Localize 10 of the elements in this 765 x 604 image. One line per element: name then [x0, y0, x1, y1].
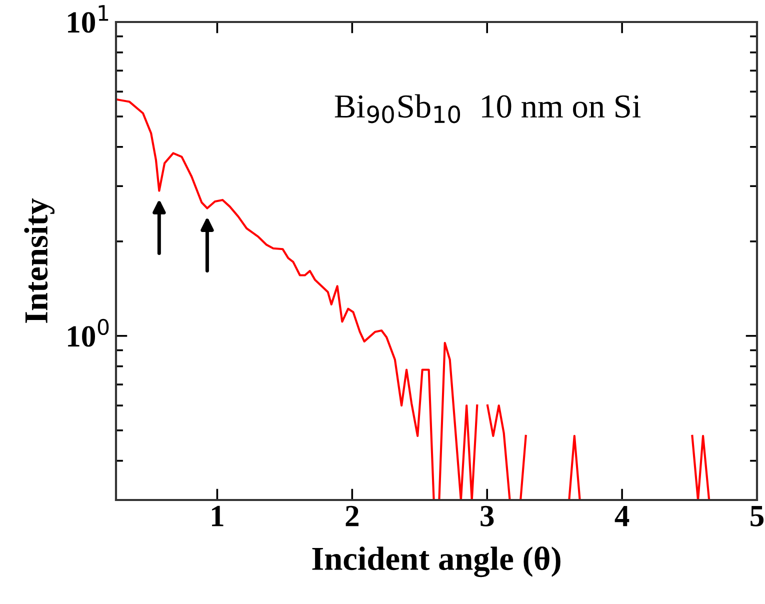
y-axis-title: Intensity	[24, 198, 54, 323]
annotation: Bi$_{90}$Sb$_{10}$ 10 nm on Si	[334, 94, 641, 124]
x-tick-label: 4	[614, 506, 630, 526]
y-tick-label: 10$^{1}$	[68, 5, 108, 33]
y-tick-label: 10$^{0}$	[68, 318, 109, 347]
x-tick-label: 3	[480, 506, 494, 526]
x-tick-label: 2	[346, 506, 358, 526]
x-tick-label: 5	[750, 506, 764, 526]
x-axis-title: Incident angle (θ)	[312, 546, 560, 578]
x-tick-label: 1	[212, 506, 224, 526]
